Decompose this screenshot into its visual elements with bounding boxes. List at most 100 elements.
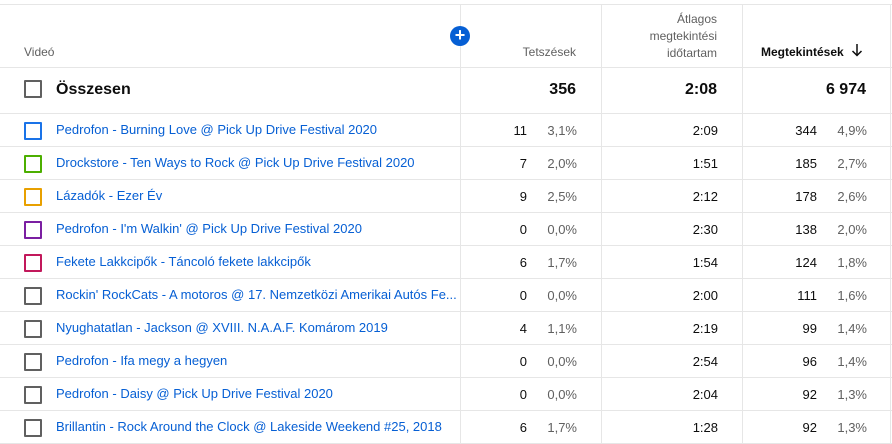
column-divider xyxy=(601,4,602,444)
table-row[interactable]: Rockin' RockCats - A motoros @ 17. Nemze… xyxy=(0,279,892,312)
views-percent: 2,0% xyxy=(837,222,867,237)
video-title-link[interactable]: Drockstore - Ten Ways to Rock @ Pick Up … xyxy=(56,155,415,170)
row-checkbox[interactable] xyxy=(24,155,42,173)
avg-duration: 1:28 xyxy=(692,420,718,435)
column-divider xyxy=(742,4,743,444)
likes-percent: 2,0% xyxy=(547,156,577,171)
table-row[interactable]: Lázadók - Ezer Év 9 2,5% 2:12 178 2,6% xyxy=(0,180,892,213)
avg-duration: 2:04 xyxy=(692,387,718,402)
likes-percent: 0,0% xyxy=(547,354,577,369)
likes-percent: 1,7% xyxy=(547,420,577,435)
row-checkbox[interactable] xyxy=(24,386,42,404)
likes-count: 4 xyxy=(519,321,527,336)
video-title-link[interactable]: Fekete Lakkcipők - Táncoló fekete lakkci… xyxy=(56,254,311,269)
likes-count: 0 xyxy=(519,354,527,369)
total-row: Összesen 356 2:08 6 974 xyxy=(0,68,892,114)
video-title-link[interactable]: Lázadók - Ezer Év xyxy=(56,188,163,203)
row-divider xyxy=(0,410,892,411)
row-divider xyxy=(0,212,892,213)
avg-duration: 2:19 xyxy=(692,321,718,336)
video-title-link[interactable]: Pedrofon - Burning Love @ Pick Up Drive … xyxy=(56,122,378,137)
row-checkbox[interactable] xyxy=(24,353,42,371)
likes-percent: 0,0% xyxy=(547,288,577,303)
video-title-link[interactable]: Brillantin - Rock Around the Clock @ Lak… xyxy=(56,419,442,434)
row-divider xyxy=(0,146,892,147)
table-row[interactable]: Brillantin - Rock Around the Clock @ Lak… xyxy=(0,411,892,444)
avg-duration: 2:30 xyxy=(692,222,718,237)
row-checkbox[interactable] xyxy=(24,221,42,239)
column-divider xyxy=(460,4,461,444)
likes-count: 6 xyxy=(519,420,527,435)
total-likes: 356 xyxy=(549,81,576,98)
table-row[interactable]: Fekete Lakkcipők - Táncoló fekete lakkci… xyxy=(0,246,892,279)
table-row[interactable]: Pedrofon - Daisy @ Pick Up Drive Festiva… xyxy=(0,378,892,411)
video-title-link[interactable]: Pedrofon - Daisy @ Pick Up Drive Festiva… xyxy=(56,386,333,401)
video-title-link[interactable]: Rockin' RockCats - A motoros @ 17. Nemze… xyxy=(56,287,457,302)
total-divider xyxy=(0,113,892,114)
column-header-views[interactable]: Megtekintések xyxy=(761,45,844,59)
total-avg-duration: 2:08 xyxy=(684,81,717,98)
arrow-down-icon[interactable] xyxy=(851,43,863,57)
avg-duration: 2:09 xyxy=(692,123,718,138)
row-checkbox[interactable] xyxy=(24,287,42,305)
avg-duration: 1:54 xyxy=(692,255,718,270)
likes-count: 0 xyxy=(519,222,527,237)
views-count: 138 xyxy=(795,222,817,237)
avg-duration: 2:54 xyxy=(692,354,718,369)
table-row[interactable]: Drockstore - Ten Ways to Rock @ Pick Up … xyxy=(0,147,892,180)
views-count: 185 xyxy=(795,156,817,171)
views-percent: 1,4% xyxy=(837,354,867,369)
avg-duration: 1:51 xyxy=(692,156,718,171)
column-header-avg-duration[interactable]: Átlagos megtekintési időtartam xyxy=(649,12,717,60)
likes-percent: 0,0% xyxy=(547,222,577,237)
column-header-likes[interactable]: Tetszések xyxy=(522,45,576,59)
column-header-video[interactable]: Videó xyxy=(24,45,55,59)
row-divider xyxy=(0,344,892,345)
views-count: 99 xyxy=(802,321,817,336)
plus-icon: + xyxy=(454,25,466,45)
likes-count: 0 xyxy=(519,288,527,303)
views-percent: 2,7% xyxy=(837,156,867,171)
avg-duration: 2:12 xyxy=(692,189,718,204)
views-percent: 1,6% xyxy=(837,288,867,303)
views-percent: 1,8% xyxy=(837,255,867,270)
avg-duration: 2:00 xyxy=(692,288,718,303)
views-count: 92 xyxy=(802,420,817,435)
likes-count: 7 xyxy=(519,156,527,171)
views-count: 344 xyxy=(795,123,817,138)
likes-percent: 1,1% xyxy=(547,321,577,336)
row-checkbox[interactable] xyxy=(24,320,42,338)
row-checkbox[interactable] xyxy=(24,188,42,206)
likes-percent: 1,7% xyxy=(547,255,577,270)
views-percent: 1,3% xyxy=(837,387,867,402)
row-checkbox[interactable] xyxy=(24,419,42,437)
likes-count: 6 xyxy=(519,255,527,270)
row-checkbox[interactable] xyxy=(24,122,42,140)
likes-percent: 2,5% xyxy=(547,189,577,204)
video-title-link[interactable]: Nyughatatlan - Jackson @ XVIII. N.A.A.F.… xyxy=(56,320,388,335)
views-percent: 1,3% xyxy=(837,420,867,435)
row-divider xyxy=(0,377,892,378)
likes-percent: 3,1% xyxy=(547,123,577,138)
likes-count: 9 xyxy=(519,189,527,204)
table-row[interactable]: Nyughatatlan - Jackson @ XVIII. N.A.A.F.… xyxy=(0,312,892,345)
table-row[interactable]: Pedrofon - Ifa megy a hegyen 0 0,0% 2:54 96 1… xyxy=(0,345,892,378)
row-divider xyxy=(0,278,892,279)
table-row[interactable]: Pedrofon - Burning Love @ Pick Up Drive … xyxy=(0,114,892,147)
video-title-link[interactable]: Pedrofon - I'm Walkin' @ Pick Up Drive F… xyxy=(56,221,362,236)
table-row[interactable]: Pedrofon - I'm Walkin' @ Pick Up Drive F… xyxy=(0,213,892,246)
top-border xyxy=(0,4,892,5)
add-column-button[interactable]: + xyxy=(450,26,470,46)
row-divider xyxy=(0,311,892,312)
video-title-link[interactable]: Pedrofon - Ifa megy a hegyen xyxy=(56,353,228,368)
row-divider xyxy=(0,245,892,246)
row-divider xyxy=(0,179,892,180)
header-divider xyxy=(0,67,892,68)
total-checkbox[interactable] xyxy=(24,80,42,98)
views-count: 111 xyxy=(797,288,817,303)
views-percent: 1,4% xyxy=(837,321,867,336)
views-percent: 4,9% xyxy=(837,123,867,138)
views-count: 124 xyxy=(795,255,817,270)
row-checkbox[interactable] xyxy=(24,254,42,272)
